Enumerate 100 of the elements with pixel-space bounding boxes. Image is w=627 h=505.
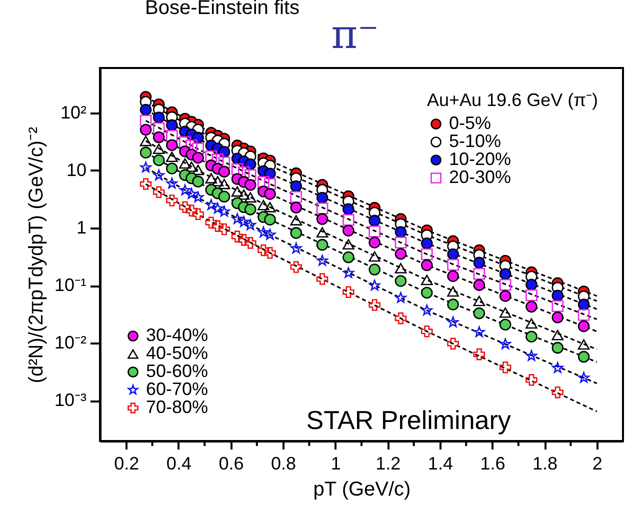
point bbox=[394, 263, 407, 274]
point bbox=[205, 150, 218, 162]
point bbox=[264, 214, 276, 226]
point bbox=[316, 273, 328, 285]
point bbox=[218, 190, 230, 203]
point bbox=[447, 248, 459, 260]
legend-title: Au+Au 19.6 GeV (π⁻) bbox=[427, 90, 598, 110]
point bbox=[342, 286, 354, 298]
point bbox=[394, 312, 407, 324]
point bbox=[258, 200, 270, 210]
legend-label: 5-10% bbox=[449, 131, 502, 151]
point bbox=[264, 188, 276, 200]
point bbox=[153, 169, 164, 180]
point bbox=[420, 286, 433, 299]
point bbox=[238, 234, 250, 246]
x-tick-label: 2 bbox=[592, 454, 602, 474]
point bbox=[447, 338, 459, 350]
point bbox=[500, 338, 511, 350]
point bbox=[186, 161, 198, 172]
y-tick-label: 1 bbox=[76, 217, 86, 238]
point bbox=[473, 268, 486, 280]
point bbox=[420, 274, 433, 286]
point bbox=[264, 178, 276, 190]
point bbox=[166, 139, 178, 151]
point bbox=[238, 189, 250, 200]
legend-label: 0-5% bbox=[449, 113, 492, 133]
point bbox=[238, 216, 250, 227]
point bbox=[218, 166, 230, 178]
point bbox=[290, 180, 302, 192]
point bbox=[290, 242, 302, 254]
point bbox=[212, 154, 224, 166]
x-tick-label: 1.8 bbox=[532, 454, 558, 474]
point bbox=[526, 289, 538, 302]
point bbox=[342, 239, 354, 250]
point bbox=[473, 307, 486, 320]
point bbox=[552, 342, 564, 354]
annotation: STAR Preliminary bbox=[306, 405, 511, 435]
y-tick-label: 10⁻² bbox=[54, 332, 87, 353]
point bbox=[140, 114, 152, 127]
point bbox=[140, 104, 152, 116]
x-tick-label: 0.4 bbox=[166, 454, 192, 474]
y-tick-label: 10² bbox=[60, 102, 87, 122]
point bbox=[290, 215, 302, 226]
point bbox=[552, 362, 564, 373]
point bbox=[238, 166, 250, 178]
point bbox=[552, 290, 564, 302]
point bbox=[342, 224, 354, 237]
x-tick-label: 0.8 bbox=[271, 454, 296, 474]
point bbox=[232, 213, 243, 224]
y-tick-label: 10 bbox=[66, 160, 86, 180]
point bbox=[499, 278, 512, 291]
point bbox=[186, 204, 198, 217]
y-axis-title: (d²N)/(2πpTdydpT) (GeV/c)⁻² bbox=[25, 126, 48, 384]
point bbox=[244, 237, 256, 249]
point bbox=[192, 176, 204, 188]
point bbox=[552, 330, 564, 340]
point bbox=[166, 178, 178, 188]
point bbox=[206, 199, 217, 210]
point bbox=[152, 131, 165, 144]
point bbox=[526, 278, 538, 290]
point bbox=[342, 267, 354, 278]
point bbox=[244, 179, 256, 191]
point bbox=[212, 202, 224, 214]
x-tick-label: 0.6 bbox=[218, 454, 244, 474]
point bbox=[578, 308, 590, 321]
point bbox=[179, 136, 191, 148]
point bbox=[205, 216, 218, 228]
y-tick-label: 10⁻¹ bbox=[54, 275, 87, 296]
legend-label: 70-80% bbox=[146, 397, 208, 417]
point bbox=[499, 318, 512, 330]
point bbox=[473, 256, 486, 269]
point bbox=[186, 188, 198, 199]
point bbox=[368, 251, 380, 262]
point bbox=[244, 169, 256, 181]
point bbox=[474, 326, 485, 338]
point bbox=[218, 156, 230, 168]
point bbox=[316, 254, 328, 266]
point bbox=[152, 154, 165, 166]
point bbox=[140, 178, 152, 190]
point bbox=[166, 152, 178, 162]
point bbox=[231, 230, 244, 242]
point bbox=[212, 176, 224, 186]
legend-label: 30-40% bbox=[146, 325, 208, 345]
point bbox=[499, 268, 512, 280]
point bbox=[244, 192, 256, 203]
point bbox=[526, 350, 538, 361]
x-tick-label: 1.6 bbox=[480, 454, 506, 474]
y-tick-label: 10⁻³ bbox=[54, 390, 87, 410]
legend-label: 20-30% bbox=[449, 167, 512, 187]
x-tick-label: 1.2 bbox=[376, 454, 401, 474]
point bbox=[244, 204, 256, 216]
legend-label: 60-70% bbox=[146, 379, 208, 399]
point bbox=[218, 223, 230, 236]
point bbox=[231, 186, 244, 197]
point bbox=[258, 226, 270, 238]
point bbox=[368, 299, 380, 311]
point bbox=[499, 307, 512, 318]
point bbox=[473, 348, 486, 360]
point bbox=[447, 258, 459, 271]
point bbox=[342, 251, 354, 264]
